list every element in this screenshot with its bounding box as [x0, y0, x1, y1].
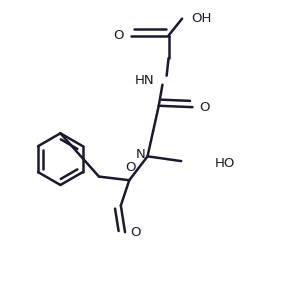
Text: O: O [200, 101, 210, 114]
Text: O: O [130, 226, 140, 239]
Text: HN: HN [134, 74, 154, 87]
Text: O: O [113, 29, 124, 42]
Text: O: O [125, 161, 136, 174]
Text: N: N [135, 149, 145, 161]
Text: HO: HO [215, 157, 235, 170]
Text: OH: OH [191, 12, 212, 25]
